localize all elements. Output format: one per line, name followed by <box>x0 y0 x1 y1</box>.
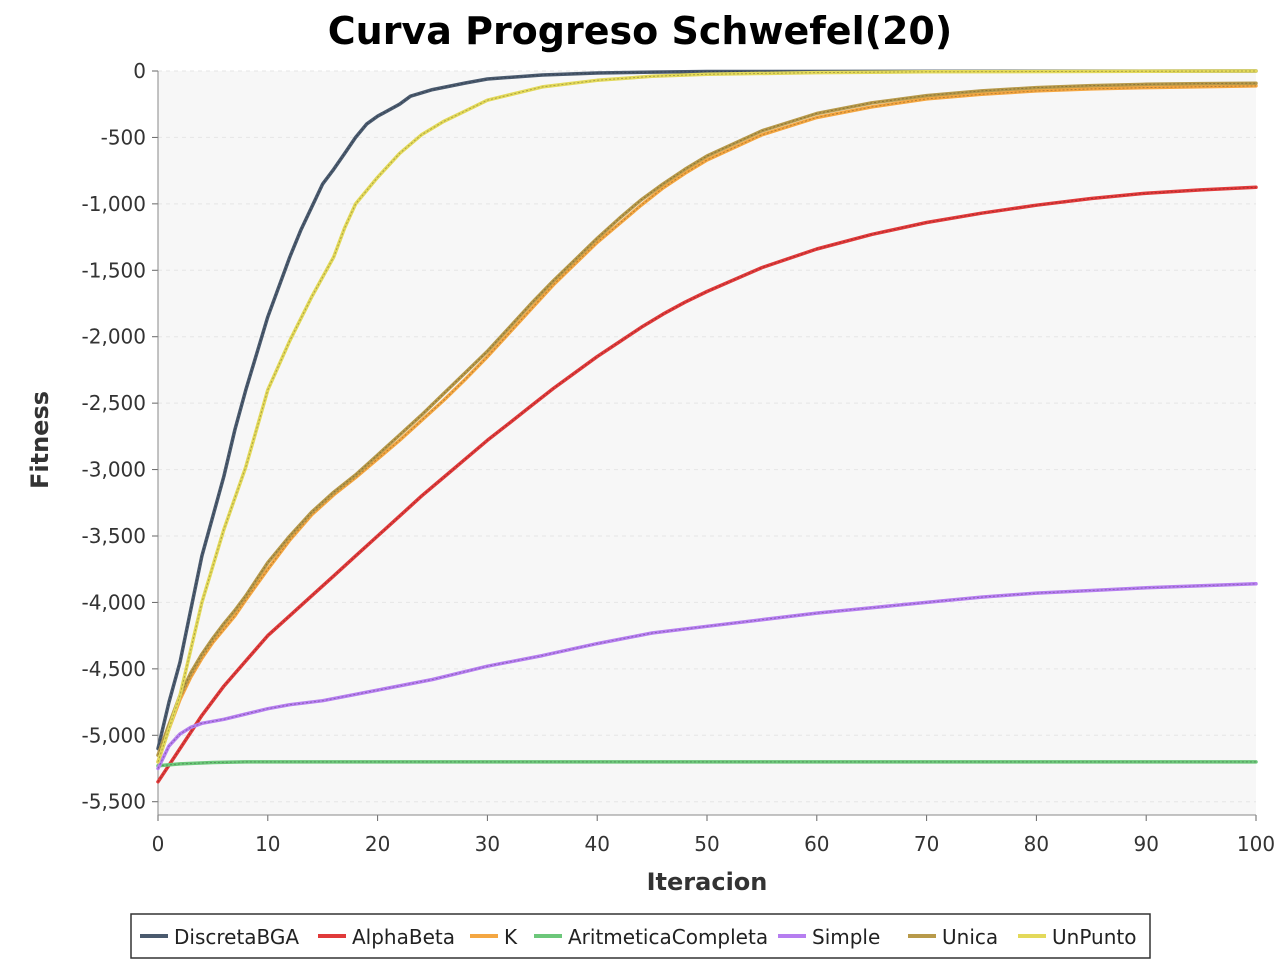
series-line-discretabga <box>156 69 1258 751</box>
x-tick-label: 70 <box>914 832 939 856</box>
series-lines <box>156 69 1258 784</box>
series-line-texture-unpunto <box>157 70 1257 763</box>
y-tick-label: 0 <box>133 59 146 83</box>
y-tick-label: -4,500 <box>82 657 146 681</box>
x-axis-label: Iteracion <box>647 868 768 896</box>
y-tick-label: -5,000 <box>82 723 146 747</box>
y-tick-label: -500 <box>101 125 146 149</box>
y-tick-label: -2,500 <box>82 391 146 415</box>
y-tick-label: -3,500 <box>82 524 146 548</box>
tick-labels: 0 -500 -1,000 -1,500 -2,000 -2,500 -3,000 -3,50… <box>82 59 1276 856</box>
y-tick-label: -3,000 <box>82 458 146 482</box>
legend-label-k: K <box>504 925 518 949</box>
series-line-k <box>156 84 1258 764</box>
series-line-aritmeticacompleta <box>156 760 1258 768</box>
plot-area <box>158 71 1256 815</box>
x-tick-label: 80 <box>1024 832 1049 856</box>
legend-label-unica: Unica <box>942 925 998 949</box>
y-tick-label: -1,000 <box>82 192 146 216</box>
x-tick-label: 10 <box>255 832 280 856</box>
series-line-texture-k <box>157 85 1257 763</box>
x-tick-label: 0 <box>152 832 165 856</box>
legend-label-discretabga: DiscretaBGA <box>174 925 299 949</box>
y-tick-label: -2,000 <box>82 325 146 349</box>
chart-title: Curva Progreso Schwefel(20) <box>328 9 952 53</box>
x-tick-label: 50 <box>694 832 719 856</box>
legend: DiscretaBGA AlphaBeta K AritmeticaCompleta S… <box>130 913 1151 959</box>
x-tick-label: 40 <box>584 832 609 856</box>
series-line-unica <box>156 81 1258 757</box>
y-axis-label: Fitness <box>26 391 54 489</box>
x-tick-label: 30 <box>475 832 500 856</box>
x-tick-label: 90 <box>1133 832 1158 856</box>
series-line-texture-aritmeticacompleta <box>157 761 1256 767</box>
series-line-alphabeta <box>156 185 1258 784</box>
axes <box>152 70 1257 821</box>
x-tick-label: 20 <box>365 832 390 856</box>
series-line-texture-discretabga <box>157 70 1257 749</box>
series-line-texture-simple <box>157 583 1257 769</box>
legend-items: DiscretaBGA AlphaBeta K AritmeticaCompleta S… <box>140 925 1136 949</box>
series-line-texture-unica <box>157 82 1257 756</box>
legend-label-alphabeta: AlphaBeta <box>352 925 455 949</box>
y-tick-label: -4,000 <box>82 590 146 614</box>
x-tick-label: 60 <box>804 832 829 856</box>
x-tick-label: 100 <box>1237 832 1275 856</box>
series-line-simple <box>156 582 1258 771</box>
legend-label-unpunto: UnPunto <box>1052 925 1136 949</box>
y-tick-label: -5,500 <box>82 790 146 814</box>
legend-label-aritmeticacompleta: AritmeticaCompleta <box>568 925 768 949</box>
legend-label-simple: Simple <box>812 925 880 949</box>
series-line-unpunto <box>156 69 1258 764</box>
y-tick-label: -1,500 <box>82 258 146 282</box>
legend-box <box>130 913 1151 959</box>
